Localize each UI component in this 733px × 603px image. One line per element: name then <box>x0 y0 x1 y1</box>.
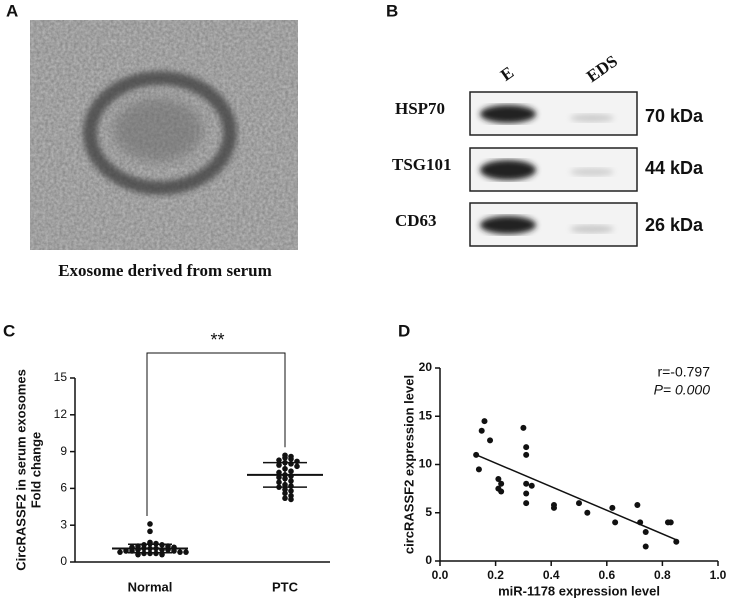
protein-label: HSP70 <box>395 99 445 118</box>
x-tick-label: 0.0 <box>432 568 449 582</box>
significance-bracket <box>146 352 286 516</box>
x-tick-label: 0.4 <box>543 568 560 582</box>
y-tick-label: 0 <box>425 553 432 567</box>
point <box>673 538 680 545</box>
panel-letter: B <box>386 1 398 20</box>
dot <box>117 549 123 555</box>
y-tick-label: 15 <box>54 370 68 384</box>
size-label: 44 kDa <box>645 158 704 178</box>
point <box>495 475 502 482</box>
annotation: P= 0.000 <box>654 382 711 398</box>
point <box>487 437 494 444</box>
blot <box>469 147 638 192</box>
lane-label: E <box>497 63 517 85</box>
y-tick-label: 15 <box>419 408 433 422</box>
caption: Exosome derived from serum <box>58 261 272 280</box>
point <box>609 504 616 511</box>
point <box>642 529 649 536</box>
point <box>481 418 488 425</box>
dot <box>276 469 282 476</box>
y-tick-label: 12 <box>54 407 68 421</box>
y-tick-label: 20 <box>419 360 433 374</box>
point <box>634 502 641 509</box>
dot <box>171 548 177 554</box>
point <box>584 509 591 516</box>
protein-label: TSG101 <box>392 155 452 174</box>
dot <box>282 490 288 497</box>
protein-label: CD63 <box>395 211 437 230</box>
annotation: r=-0.797 <box>657 364 710 380</box>
dot <box>147 521 153 527</box>
dot <box>288 456 294 462</box>
panel-letter: C <box>3 321 15 340</box>
point <box>667 519 674 526</box>
y-tick-label: 0 <box>60 554 67 568</box>
panel-letter: A <box>6 1 18 20</box>
point <box>498 488 505 495</box>
dot <box>288 496 294 503</box>
x-tick-label: 0.6 <box>598 568 615 582</box>
dot <box>288 468 294 475</box>
point <box>520 424 527 431</box>
dot <box>288 478 294 484</box>
x-tick-label: PTC <box>272 579 299 594</box>
y-tick-label: 6 <box>60 481 67 495</box>
point <box>523 444 530 451</box>
point <box>523 480 530 487</box>
x-axis-label: miR-1178 expression level <box>498 583 660 598</box>
dot <box>288 488 294 494</box>
dot <box>123 548 129 554</box>
size-label: 70 kDa <box>645 106 704 126</box>
dot <box>276 462 282 468</box>
panel-letter: D <box>398 321 410 340</box>
dot <box>282 454 288 461</box>
point <box>642 543 649 550</box>
point <box>523 500 530 507</box>
y-axis-label: CircRASSF2 in serum exosomes <box>13 369 28 571</box>
point <box>475 466 482 473</box>
x-tick-label: 1.0 <box>710 568 727 582</box>
y-tick-label: 5 <box>425 505 432 519</box>
dot <box>276 457 282 463</box>
point <box>478 427 485 434</box>
y-tick-label: 9 <box>60 444 67 458</box>
y-axis-label: Fold change <box>28 432 43 509</box>
dot <box>177 549 183 555</box>
y-axis-label: circRASSF2 expression level <box>401 375 416 554</box>
dot <box>147 528 153 535</box>
size-label: 26 kDa <box>645 215 704 235</box>
dot <box>282 495 288 502</box>
x-tick-label: 0.8 <box>654 568 671 582</box>
point <box>523 490 530 497</box>
dot <box>276 474 282 481</box>
point <box>498 480 505 487</box>
em-image <box>30 20 298 250</box>
point <box>576 500 582 507</box>
y-tick-label: 3 <box>60 517 67 531</box>
significance: ** <box>210 330 224 350</box>
y-tick-label: 10 <box>419 457 433 471</box>
lane-label: EDS <box>583 51 621 86</box>
dot <box>276 479 282 486</box>
point <box>528 482 535 489</box>
x-tick-label: Normal <box>128 579 173 594</box>
fit-line <box>475 454 677 541</box>
point <box>523 451 530 458</box>
x-tick-label: 0.2 <box>487 568 504 582</box>
blot <box>469 202 638 247</box>
dot <box>294 463 300 470</box>
point <box>612 519 619 526</box>
dot <box>183 549 189 555</box>
point <box>550 504 557 511</box>
blot <box>469 91 638 136</box>
